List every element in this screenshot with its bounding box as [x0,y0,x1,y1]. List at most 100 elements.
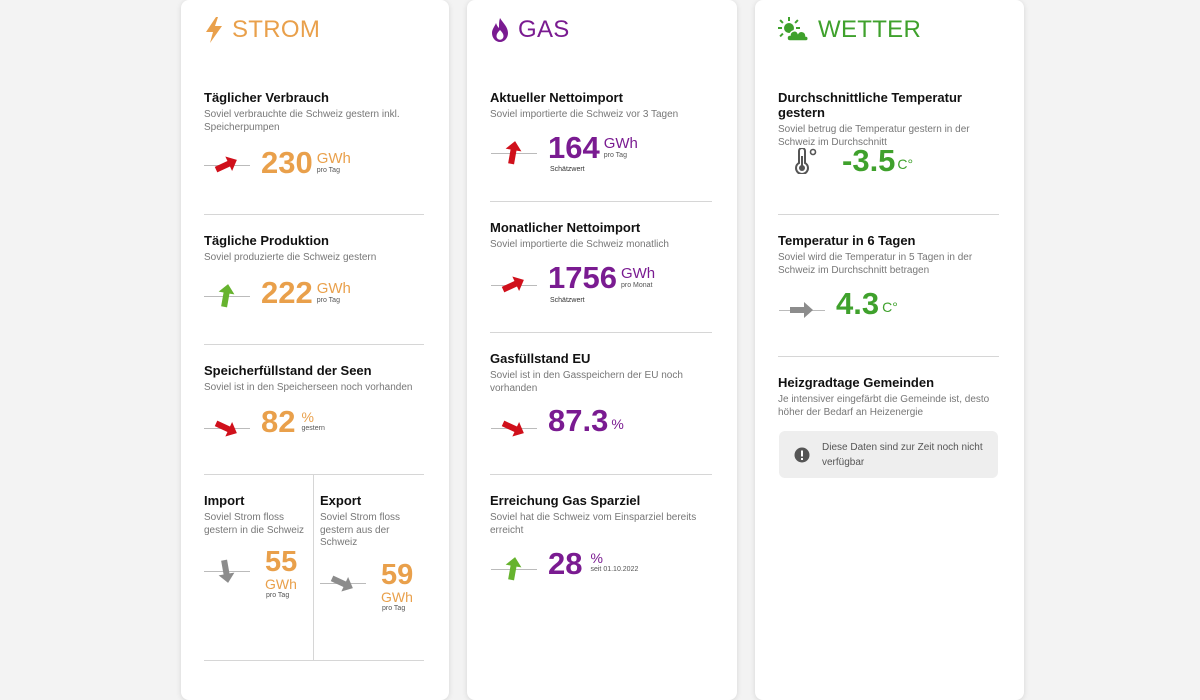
net-import-per: pro Tag [603,152,627,159]
daily-production-title: Tägliche Produktion [204,233,329,248]
export-unit: GWh [381,589,413,605]
trend-up-icon [491,138,537,168]
heating-days-desc: Je intensiver eingefärbt die Gemeinde is… [778,394,990,418]
divider [204,214,424,215]
temp-6-days-title: Temperatur in 6 Tagen [778,233,916,248]
import-metric: 55 GWh pro Tag [265,546,298,600]
daily-consumption-unit: GWh [316,150,351,167]
trend-down-right-icon [320,568,366,598]
heating-days: Heizgradtage Gemeinden Je intensiver ein… [778,375,999,419]
export-value: 59 [381,559,414,591]
import-value: 55 [265,546,298,578]
lake-storage-unit: % [301,409,314,425]
divider [778,356,999,357]
net-import-metric: 164 GWh pro Tag [548,132,638,163]
heating-days-title: Heizgradtage Gemeinden [778,375,935,390]
eu-storage-value: 87.3 [548,403,609,438]
export-per: pro Tag [382,605,406,612]
savings-goal-value: 28 [548,546,583,581]
savings-goal-metric: 28 % seit 01.10.2022 [548,548,638,579]
gas-header: GAS [490,16,570,44]
divider [204,660,424,661]
divider [490,201,712,202]
trend-up-right-icon [491,270,537,300]
gas-title: GAS [518,16,570,43]
trend-up-icon [491,554,537,584]
avg-temp-value: -3.5 [842,143,896,178]
divider [490,474,712,475]
lake-storage-per: gestern [301,425,325,432]
strom-header: STROM [204,16,320,44]
daily-consumption-metric: 230 GWh pro Tag [261,147,351,178]
eu-storage-desc: Soviel ist in den Gasspeichern der EU no… [490,370,683,394]
temp-6-days: Temperatur in 6 Tagen Soviel wird die Te… [778,233,999,277]
temp-6-days-desc: Soviel wird die Temperatur in 5 Tagen in… [778,252,973,276]
temp-6-days-unit: C° [882,299,898,315]
trend-down-icon [204,556,250,586]
import: Import Soviel Strom floss gestern in die… [204,493,308,537]
eu-storage-metric: 87.3 % [548,405,624,436]
data-unavailable-notice: Diese Daten sind zur Zeit noch nicht ver… [779,431,998,478]
temp-6-days-value: 4.3 [836,286,880,321]
daily-production: Tägliche Produktion Soviel produzierte d… [204,233,424,265]
export-title: Export [320,493,362,508]
strom-card: STROM Täglicher Verbrauch Soviel verbrau… [181,0,449,700]
flame-icon [492,18,508,42]
eu-storage: Gasfüllstand EU Soviel ist in den Gasspe… [490,351,712,395]
monthly-import-unit: GWh [620,265,656,282]
trend-down-right-icon [204,413,250,443]
gas-card: GAS Aktueller Nettoimport Soviel importi… [467,0,737,700]
lake-storage: Speicherfüllstand der Seen Soviel ist in… [204,363,424,395]
lake-storage-value: 82 [261,404,296,439]
daily-consumption-title: Täglicher Verbrauch [204,90,329,105]
savings-goal: Erreichung Gas Sparziel Soviel hat die S… [490,493,712,537]
divider [778,214,999,215]
savings-goal-desc: Soviel hat die Schweiz vom Einsparziel b… [490,512,697,536]
daily-consumption-value: 230 [261,145,313,180]
lake-storage-desc: Soviel ist in den Speicherseen noch vorh… [204,382,413,393]
trend-right-icon [779,295,825,325]
divider [204,344,424,345]
daily-production-desc: Soviel produzierte die Schweiz gestern [204,252,377,263]
monthly-import-title: Monatlicher Nettoimport [490,220,641,235]
divider [204,474,424,475]
daily-consumption-desc: Soviel verbrauchte die Schweiz gestern i… [204,109,400,133]
import-per: pro Tag [266,592,290,599]
monthly-import-estimate: Schätzwert [550,297,585,304]
trend-down-right-icon [491,413,537,443]
net-import-title: Aktueller Nettoimport [490,90,623,105]
monthly-import-desc: Soviel importierte die Schweiz monatlich [490,239,669,250]
import-desc: Soviel Strom floss gestern in die Schwei… [204,512,305,536]
export-desc: Soviel Strom floss gestern aus der Schwe… [320,512,401,548]
avg-temp-metric: -3.5 C° [842,145,913,176]
net-import-estimate: Schätzwert [550,166,585,173]
export: Export Soviel Strom floss gestern aus de… [320,493,424,550]
net-import-value: 164 [548,130,600,165]
import-unit: GWh [265,576,297,592]
savings-goal-unit: % [590,550,603,566]
temp-6-days-metric: 4.3 C° [836,288,898,319]
trend-up-icon [204,281,250,311]
monthly-import-per: pro Monat [620,282,653,289]
avg-temp-unit: C° [897,156,914,172]
daily-production-metric: 222 GWh pro Tag [261,277,351,308]
savings-goal-title: Erreichung Gas Sparziel [490,493,641,508]
notice-text: Diese Daten sind zur Zeit noch nicht ver… [822,441,983,468]
trend-up-right-icon [204,150,250,180]
avg-temp-title: Durchschnittliche Temperatur gestern [778,90,962,120]
daily-production-value: 222 [261,275,313,310]
lake-storage-metric: 82 % gestern [261,406,325,437]
eu-storage-unit: % [611,416,624,432]
sun-cloud-icon [778,17,809,42]
eu-storage-title: Gasfüllstand EU [490,351,591,366]
lightning-icon [206,17,222,43]
thermometer-icon [794,148,817,174]
daily-production-per: pro Tag [316,297,340,304]
net-import: Aktueller Nettoimport Soviel importierte… [490,90,712,122]
wetter-header: WETTER [778,16,921,44]
wetter-title: WETTER [818,16,922,43]
divider [490,332,712,333]
exclamation-icon [794,447,810,462]
vertical-divider [313,474,314,660]
wetter-card: WETTER Durchschnittliche Temperatur gest… [755,0,1024,700]
